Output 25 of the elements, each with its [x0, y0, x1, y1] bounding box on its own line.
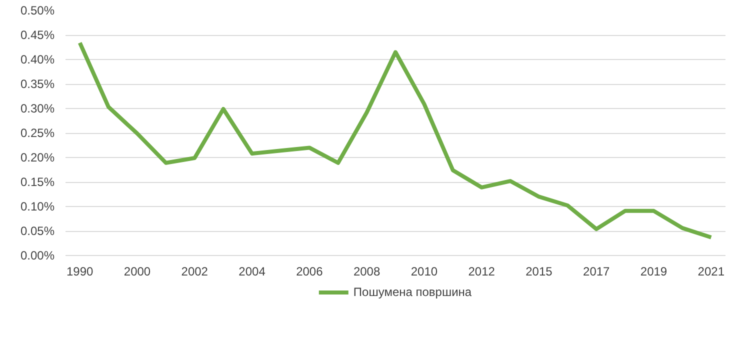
y-tick-label: 0.45%	[20, 28, 55, 42]
y-tick-label: 0.05%	[20, 224, 55, 238]
x-tick-label: 2015	[526, 264, 553, 278]
x-tick-label: 1990	[66, 264, 94, 278]
x-tick-label: 2019	[640, 264, 668, 278]
x-tick-label: 2017	[583, 264, 610, 278]
x-tick-label: 2006	[296, 264, 324, 278]
y-tick-label: 0.35%	[20, 77, 55, 91]
x-tick-label: 2000	[124, 264, 151, 278]
y-tick-label: 0.20%	[20, 150, 55, 164]
y-tick-label: 0.50%	[20, 4, 55, 18]
x-tick-label: 2008	[353, 264, 380, 278]
y-tick-label: 0.00%	[20, 248, 55, 262]
x-tick-label: 2002	[181, 264, 208, 278]
y-tick-label: 0.15%	[20, 175, 55, 189]
x-tick-label: 2021	[698, 264, 725, 278]
y-tick-label: 0.10%	[20, 200, 55, 214]
line-series	[78, 40, 714, 240]
y-tick-label: 0.25%	[20, 126, 55, 140]
y-tick-label: 0.30%	[20, 102, 55, 116]
y-tick-label: 0.40%	[20, 52, 55, 66]
x-tick-label: 2004	[238, 264, 266, 278]
legend-label: Пошумена површина	[353, 285, 472, 299]
x-tick-label: 2012	[468, 264, 496, 278]
x-tick-label: 2010	[410, 264, 438, 278]
